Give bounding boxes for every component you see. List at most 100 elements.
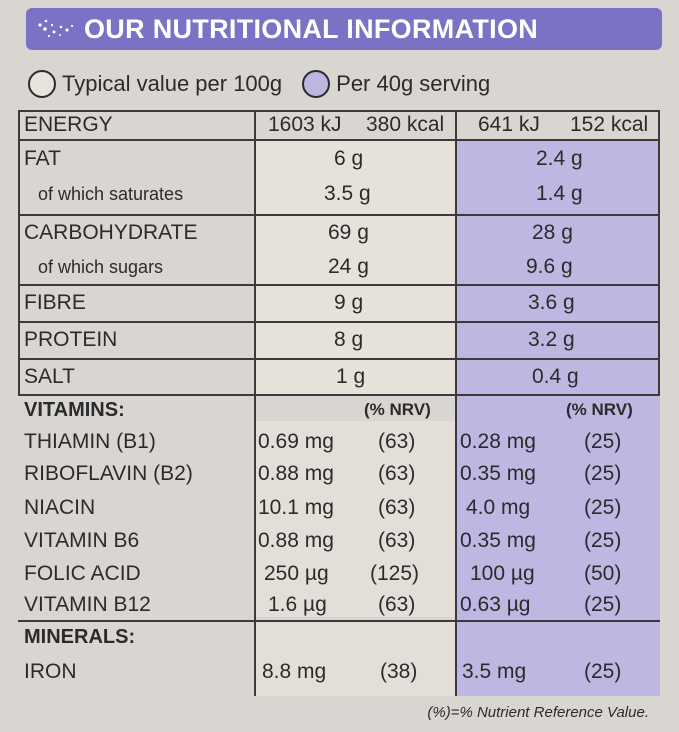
serving-value: 0.28 mg bbox=[460, 429, 536, 453]
table-row: of which sugars 24 g 9.6 g bbox=[18, 250, 660, 284]
column-divider bbox=[18, 110, 20, 394]
minerals-heading: MINERALS: bbox=[24, 625, 136, 648]
serving-nrv: (25) bbox=[584, 429, 622, 453]
nutrient-label: SALT bbox=[24, 365, 75, 388]
per100-vitamin-bg bbox=[255, 421, 456, 617]
divider bbox=[18, 139, 660, 141]
divider bbox=[18, 620, 660, 622]
serving-value: 1.4 g bbox=[536, 182, 583, 205]
table-row: FIBRE 9 g 3.6 g bbox=[18, 286, 660, 320]
nutrient-sublabel: of which sugars bbox=[38, 256, 164, 277]
vitamin-label: RIBOFLAVIN (B2) bbox=[24, 461, 193, 485]
table-row: FOLIC ACID 250 µg (125) 100 µg (50) bbox=[18, 558, 660, 589]
footnote: (%)=% Nutrient Reference Value. bbox=[427, 704, 649, 721]
nrv-header-serving: (% NRV) bbox=[566, 400, 633, 419]
nutrition-table: ENERGY 1603 kJ 380 kcal 641 kJ 152 kcal … bbox=[18, 110, 660, 696]
serving-nrv: (50) bbox=[584, 561, 622, 585]
nutrient-label: FIBRE bbox=[24, 291, 86, 314]
table-row: VITAMIN B12 1.6 µg (63) 0.63 µg (25) bbox=[18, 589, 660, 620]
sparkle-icon bbox=[34, 15, 76, 43]
per100-nrv: (63) bbox=[378, 592, 416, 616]
vitamins-header-row: VITAMINS: (% NRV) (% NRV) bbox=[18, 397, 660, 423]
vitamin-label: FOLIC ACID bbox=[24, 561, 141, 585]
per100-value: 8 g bbox=[334, 328, 364, 351]
nrv-header-100g: (% NRV) bbox=[364, 400, 431, 419]
minerals-header-row: MINERALS: bbox=[18, 623, 660, 651]
per100-value: 6 g bbox=[334, 147, 364, 170]
serving-nrv: (25) bbox=[584, 592, 622, 616]
per100-value: 24 g bbox=[328, 255, 369, 278]
page-title: OUR NUTRITIONAL INFORMATION bbox=[84, 13, 539, 44]
serving-nrv: (25) bbox=[584, 528, 622, 552]
table-row: of which saturates 3.5 g 1.4 g bbox=[18, 178, 660, 210]
per100-nrv: (38) bbox=[380, 660, 418, 683]
per100-mineral-bg bbox=[255, 621, 456, 696]
vitamin-label: VITAMIN B6 bbox=[24, 528, 140, 552]
divider bbox=[18, 394, 660, 396]
serving-column-bg bbox=[456, 140, 660, 394]
nutrient-label: CARBOHYDRATE bbox=[24, 221, 198, 244]
serving-value: 2.4 g bbox=[536, 147, 583, 170]
table-row: SALT 1 g 0.4 g bbox=[18, 360, 660, 394]
energy-kcal-100g: 380 kcal bbox=[366, 113, 445, 136]
nutrient-label: PROTEIN bbox=[24, 328, 118, 351]
vitamins-heading: VITAMINS: bbox=[24, 398, 125, 421]
column-divider bbox=[455, 110, 457, 696]
serving-value: 0.4 g bbox=[532, 365, 579, 388]
serving-value: 28 g bbox=[532, 221, 573, 244]
serving-vitamin-bg bbox=[456, 394, 660, 696]
legend-per-serving: Per 40g serving bbox=[336, 71, 491, 96]
serving-nrv: (25) bbox=[584, 660, 622, 683]
divider bbox=[18, 110, 660, 112]
per100-value: 8.8 mg bbox=[262, 660, 327, 683]
per100-nrv: (63) bbox=[378, 461, 416, 485]
serving-value: 100 µg bbox=[470, 561, 535, 585]
per100-nrv: (63) bbox=[378, 495, 416, 519]
per100-value: 9 g bbox=[334, 291, 364, 314]
divider bbox=[18, 214, 660, 216]
per100-value: 0.88 mg bbox=[258, 461, 334, 485]
serving-value: 0.63 µg bbox=[460, 592, 531, 616]
per100-nrv: (125) bbox=[370, 561, 420, 585]
serving-nrv: (25) bbox=[584, 461, 622, 485]
table-row: IRON 8.8 mg (38) 3.5 mg (25) bbox=[18, 655, 660, 689]
vitamin-label: NIACIN bbox=[24, 495, 96, 519]
serving-value: 4.0 mg bbox=[466, 495, 531, 519]
per-serving-swatch bbox=[302, 70, 331, 98]
serving-value: 0.35 mg bbox=[460, 528, 536, 552]
serving-value: 9.6 g bbox=[526, 255, 573, 278]
energy-label: ENERGY bbox=[24, 113, 113, 136]
per100-nrv: (63) bbox=[378, 528, 416, 552]
table-row: NIACIN 10.1 mg (63) 4.0 mg (25) bbox=[18, 492, 660, 523]
per100-value: 1.6 µg bbox=[268, 592, 327, 616]
serving-nrv: (25) bbox=[584, 495, 622, 519]
table-row: FAT 6 g 2.4 g bbox=[18, 142, 660, 176]
legend-per-100g: Typical value per 100g bbox=[62, 71, 283, 96]
per100-value: 69 g bbox=[328, 221, 369, 244]
column-divider bbox=[658, 110, 660, 394]
table-row: VITAMIN B6 0.88 mg (63) 0.35 mg (25) bbox=[18, 525, 660, 556]
per100-value: 3.5 g bbox=[324, 182, 371, 205]
per100-value: 0.69 mg bbox=[258, 429, 334, 453]
serving-value: 0.35 mg bbox=[460, 461, 536, 485]
energy-kj-100g: 1603 kJ bbox=[268, 113, 342, 136]
divider bbox=[18, 284, 660, 286]
per100-column-bg bbox=[255, 140, 456, 394]
per100-value: 0.88 mg bbox=[258, 528, 334, 552]
vitamin-label: VITAMIN B12 bbox=[24, 592, 151, 616]
nutrient-sublabel: of which saturates bbox=[38, 183, 184, 204]
energy-kj-serving: 641 kJ bbox=[478, 113, 540, 136]
table-row: RIBOFLAVIN (B2) 0.88 mg (63) 0.35 mg (25… bbox=[18, 458, 660, 489]
title-banner: OUR NUTRITIONAL INFORMATION bbox=[26, 8, 662, 50]
table-row: THIAMIN (B1) 0.69 mg (63) 0.28 mg (25) bbox=[18, 426, 660, 457]
mineral-label: IRON bbox=[24, 660, 77, 683]
table-row: CARBOHYDRATE 69 g 28 g bbox=[18, 216, 660, 250]
energy-kcal-serving: 152 kcal bbox=[570, 113, 649, 136]
vitamin-label: THIAMIN (B1) bbox=[24, 429, 156, 453]
per100-value: 250 µg bbox=[264, 561, 329, 585]
column-divider bbox=[254, 110, 256, 696]
serving-value: 3.5 mg bbox=[462, 660, 527, 683]
serving-value: 3.6 g bbox=[528, 291, 575, 314]
per100-nrv: (63) bbox=[378, 429, 416, 453]
serving-value: 3.2 g bbox=[528, 328, 575, 351]
